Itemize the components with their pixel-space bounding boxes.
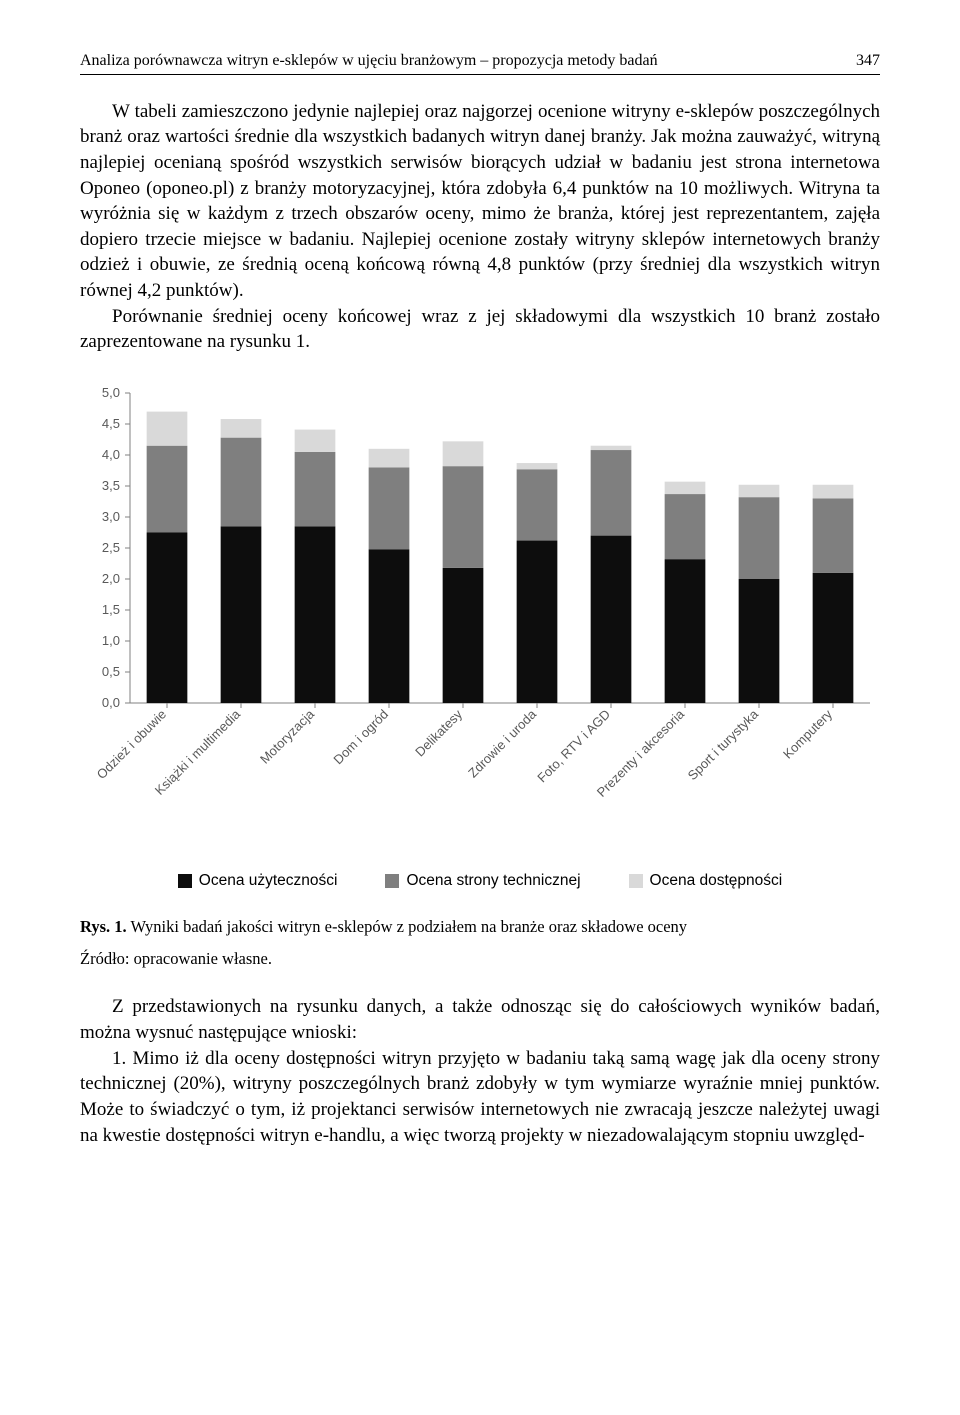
body-paragraph: Porównanie średniej oceny końcowej wraz … <box>80 304 880 355</box>
svg-text:Motoryzacja: Motoryzacja <box>257 706 318 767</box>
svg-text:4,0: 4,0 <box>102 447 120 462</box>
svg-text:Foto, RTV i AGD: Foto, RTV i AGD <box>534 707 613 786</box>
running-header: Analiza porównawcza witryn e-sklepów w u… <box>80 50 880 75</box>
body-paragraph: W tabeli zamieszczono jedynie najlepiej … <box>80 99 880 304</box>
svg-text:Zdrowie i uroda: Zdrowie i uroda <box>465 706 540 781</box>
legend-item: Ocena użyteczności <box>178 871 338 892</box>
chart-svg: 0,0 0,5 1,0 1,5 2,0 2,5 3,0 3,5 4,0 4,5 5,0 Odzież … <box>80 383 880 853</box>
legend-label: Ocena strony technicznej <box>406 871 580 892</box>
figure-caption: Rys. 1. Wyniki badań jakości witryn e-sk… <box>80 916 880 938</box>
legend-label: Ocena dostępności <box>650 871 783 892</box>
svg-text:2,0: 2,0 <box>102 571 120 586</box>
legend-swatch <box>178 874 192 888</box>
legend-label: Ocena użyteczności <box>199 871 338 892</box>
svg-text:3,0: 3,0 <box>102 509 120 524</box>
svg-text:Dom i ogród: Dom i ogród <box>330 707 391 768</box>
body-paragraph: Z przedstawionych na rysunku danych, a t… <box>80 994 880 1045</box>
svg-text:1,5: 1,5 <box>102 602 120 617</box>
svg-text:Sport i turystyka: Sport i turystyka <box>685 706 762 783</box>
chart-legend: Ocena użyteczności Ocena strony techniczn… <box>80 871 880 892</box>
svg-text:5,0: 5,0 <box>102 385 120 400</box>
svg-text:0,5: 0,5 <box>102 664 120 679</box>
legend-item: Ocena strony technicznej <box>385 871 580 892</box>
svg-text:Komputery: Komputery <box>780 706 835 761</box>
svg-text:2,5: 2,5 <box>102 540 120 555</box>
svg-text:4,5: 4,5 <box>102 416 120 431</box>
caption-text: Wyniki badań jakości witryn e-sklepów z … <box>130 917 687 936</box>
svg-text:3,5: 3,5 <box>102 478 120 493</box>
page-number: 347 <box>856 50 880 72</box>
legend-swatch <box>385 874 399 888</box>
legend-item: Ocena dostępności <box>629 871 783 892</box>
body-paragraph: 1. Mimo iż dla oceny dostępności witryn … <box>80 1046 880 1149</box>
svg-text:Delikatesy: Delikatesy <box>412 706 465 759</box>
figure-source: Źródło: opracowanie własne. <box>80 948 880 970</box>
stacked-bar-chart: 0,0 0,5 1,0 1,5 2,0 2,5 3,0 3,5 4,0 4,5 5,0 Odzież … <box>80 383 880 892</box>
svg-text:1,0: 1,0 <box>102 633 120 648</box>
svg-text:Odzież i obuwie: Odzież i obuwie <box>94 707 170 783</box>
caption-label: Rys. 1. <box>80 917 127 936</box>
running-title: Analiza porównawcza witryn e-sklepów w u… <box>80 50 658 72</box>
legend-swatch <box>629 874 643 888</box>
svg-text:0,0: 0,0 <box>102 695 120 710</box>
